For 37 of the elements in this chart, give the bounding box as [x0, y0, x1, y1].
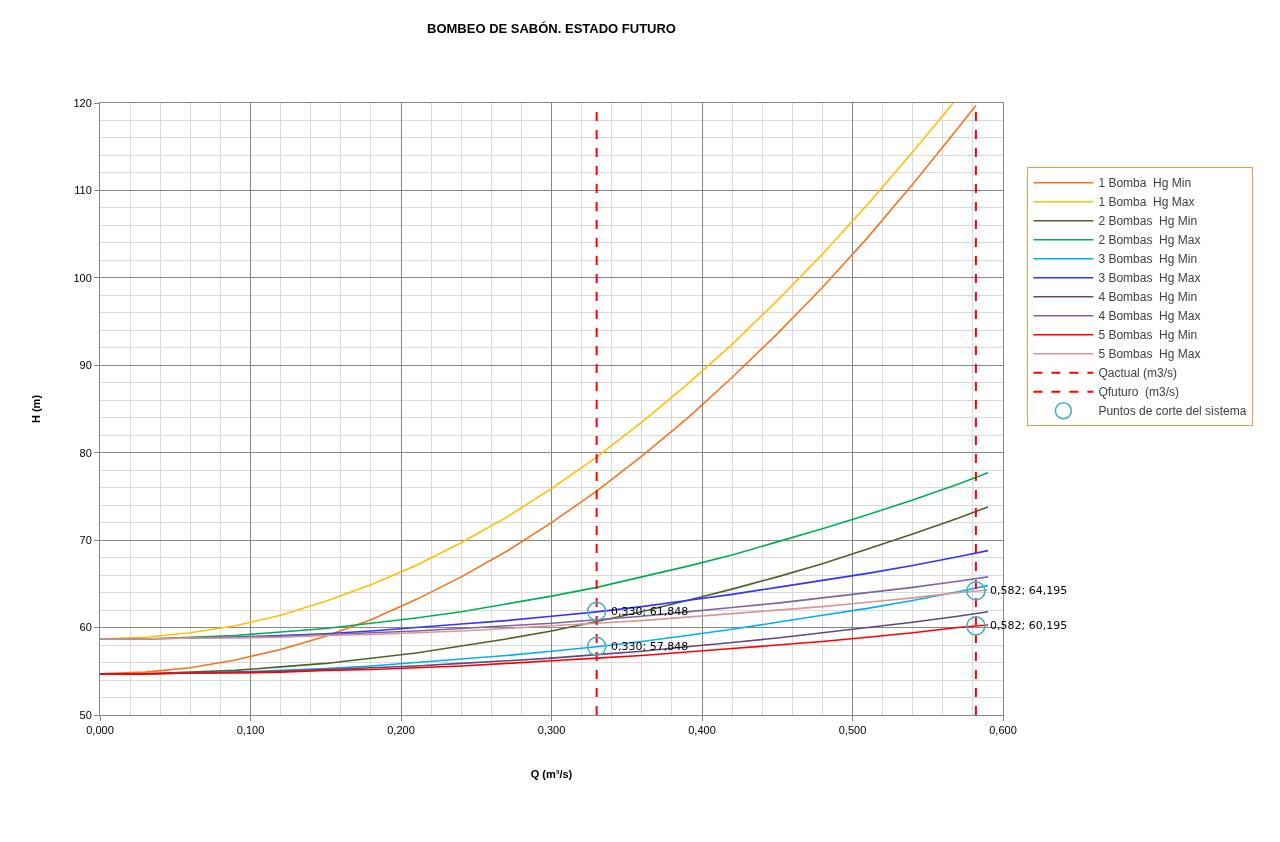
- x-tick-label: 0,100: [236, 724, 265, 737]
- legend-label: 2 Bombas Hg Min: [1098, 214, 1198, 229]
- legend-label: 2 Bombas Hg Max: [1098, 233, 1201, 248]
- y-tick-label: 100: [73, 271, 92, 284]
- legend-label: 4 Bombas Hg Max: [1098, 309, 1201, 324]
- legend-label: 5 Bombas Hg Min: [1098, 328, 1198, 343]
- y-tick-label: 70: [79, 533, 92, 546]
- legend-label: 1 Bomba Hg Min: [1098, 176, 1192, 191]
- point: [586, 636, 607, 657]
- x-axis-title: Q (m³/s): [530, 768, 573, 781]
- legend-label: Qactual (m3/s): [1098, 366, 1178, 381]
- x-tick-label: 0,500: [838, 724, 867, 737]
- y-axis-title: H (m): [30, 394, 43, 424]
- chart-title: BOMBEO DE SABÓN. ESTADO FUTURO: [427, 20, 676, 36]
- point: [586, 601, 607, 622]
- legend-label: Qfuturo (m3/s): [1098, 385, 1180, 400]
- x-tick-label: 0,000: [86, 724, 114, 737]
- point: [966, 581, 986, 601]
- legend-label: 4 Bombas Hg Min: [1098, 290, 1198, 305]
- y-tick-label: 110: [74, 184, 92, 197]
- x-tick-label: 0,600: [989, 724, 1017, 737]
- legend-label: 3 Bombas Hg Min: [1098, 252, 1198, 267]
- legend-label: 3 Bombas Hg Max: [1098, 271, 1201, 286]
- point: [966, 616, 986, 636]
- legend-label: 1 Bomba Hg Max: [1098, 195, 1195, 210]
- y-tick-label: 90: [79, 359, 92, 372]
- legend-label: Puntos de corte del sistema: [1098, 404, 1247, 419]
- x-tick-label: 0,400: [688, 724, 716, 737]
- x-tick-label: 0,300: [537, 724, 566, 737]
- y-tick-label: 60: [79, 621, 92, 634]
- y-tick-label: 80: [79, 446, 92, 459]
- x-tick-label: 0,200: [387, 724, 415, 737]
- y-tick-label: 120: [73, 96, 92, 109]
- data-label: 0,582; 60,195: [990, 619, 1068, 632]
- data-label: 0,582; 64,195: [990, 584, 1068, 597]
- y-tick-label: 50: [79, 708, 92, 721]
- legend-label: 5 Bombas Hg Max: [1098, 347, 1201, 362]
